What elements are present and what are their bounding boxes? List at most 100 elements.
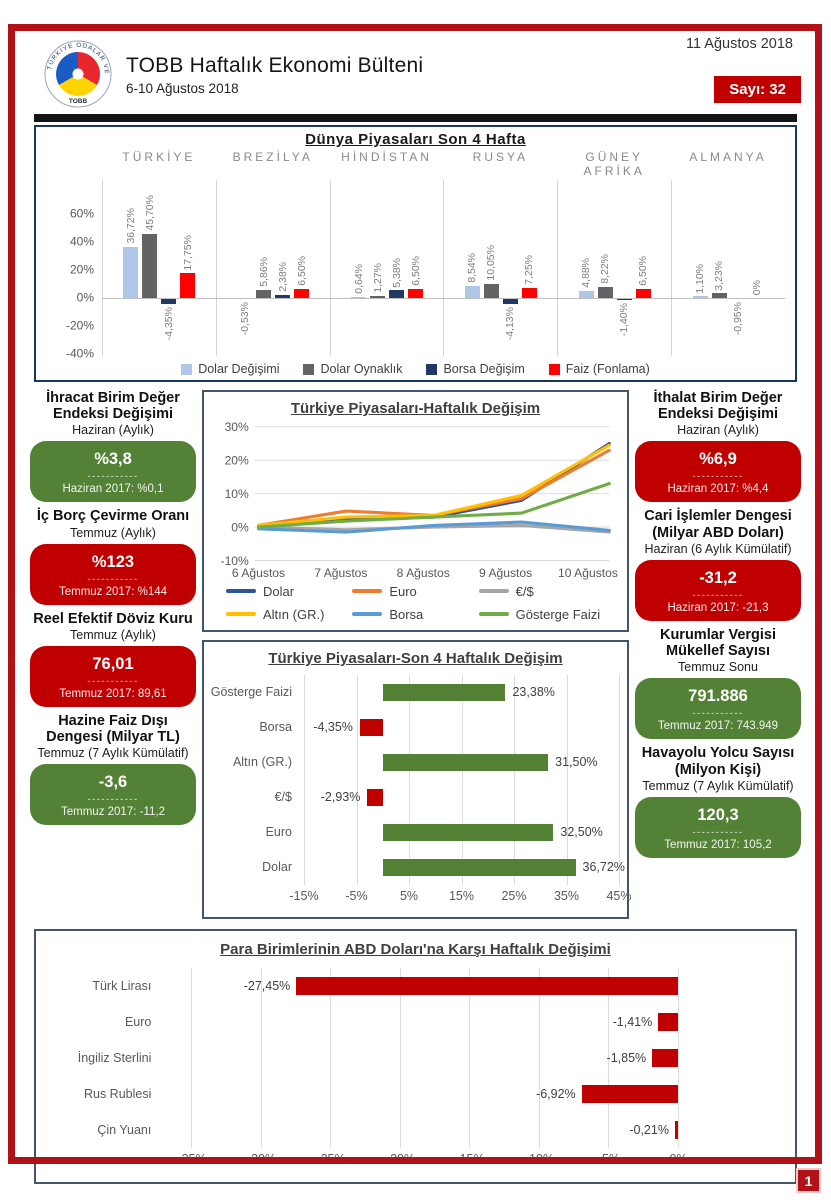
country-group: 4,88% 8,22% -1,40% 6,50% [557, 180, 671, 356]
bar [275, 294, 291, 298]
kpi-value: %6,9 [699, 450, 737, 469]
bar-slot: 2,38% [275, 180, 291, 356]
legend-item: Euro [352, 584, 478, 599]
kpi-divider: ----------- [692, 826, 744, 838]
kpi-subtitle: Temmuz (7 Aylık Kümülatif) [37, 746, 189, 761]
bar-slot: 4,88% [578, 180, 594, 356]
weekly-chart-title: Türkiye Piyasaları-Haftalık Değişim [290, 400, 541, 417]
page-subtitle: 6-10 Ağustos 2018 [126, 81, 239, 96]
legend-label: €/$ [515, 583, 534, 599]
country-label: HİNDİSTAN [341, 150, 432, 164]
bar-value-label: 0,64% [352, 264, 365, 295]
bar-slot: 45,70% [142, 180, 158, 356]
kpi-block: İç Borç Çevirme Oranı Temmuz (Aylık) %123 -… [30, 508, 196, 605]
bar-value-label: 5,86% [257, 257, 270, 287]
category-label: İngiliz Sterlini [77, 1050, 152, 1065]
kpi-value-box: %6,9 ----------- Haziran 2017: %4,4 [635, 441, 801, 503]
y-tick-label: -40% [65, 346, 94, 361]
bar-slot: -1,40% [616, 180, 632, 356]
bar [635, 288, 651, 298]
gridline [566, 674, 568, 885]
kpi-divider: ----------- [87, 794, 139, 806]
bar [180, 273, 196, 298]
page-content: 11 Ağustos 2018 TÜRKİYE ODALAR VE BORSAL… [24, 32, 807, 1184]
kpi-divider: ----------- [692, 708, 744, 720]
kpi-previous-value: Temmuz 2017: %144 [58, 585, 168, 598]
kpi-value-box: 791.886 ----------- Temmuz 2017: 743.949 [635, 678, 801, 740]
bar [142, 234, 158, 298]
page-title: TOBB Haftalık Ekonomi Bülteni [126, 54, 424, 77]
bar-slot: -0,53% [237, 180, 253, 356]
category-label: Euro [265, 825, 292, 840]
currency-chart-area: Türk Lirası Euro İngiliz Sterlini Rus Ruble… [48, 967, 783, 1148]
kpi-column-right: İthalat Birim Değer Endeksi Değişimi Hazi… [635, 390, 801, 919]
issue-badge: Sayı: 32 [714, 76, 801, 103]
bar-value-label: -6,92% [536, 1086, 576, 1101]
bar [296, 976, 678, 995]
gridline [619, 674, 620, 885]
kpi-subtitle: Temmuz (Aylık) [70, 525, 156, 540]
gridline [191, 967, 193, 1148]
category-label: Gösterge Faizi [210, 685, 292, 700]
x-tick-label: -15% [455, 1151, 485, 1166]
svg-text:20%: 20% [225, 454, 249, 468]
kpi-subtitle: Temmuz Sonu [678, 660, 758, 675]
gridline [409, 674, 410, 885]
middle-section: İhracat Birim Değer Endeksi Değişimi Hazi… [30, 390, 801, 919]
bar-value-label: 17,75% [181, 234, 194, 271]
kpi-subtitle: Haziran (Aylık) [72, 423, 154, 438]
publication-date: 11 Ağustos 2018 [686, 36, 793, 52]
country-label: GÜNEY AFRİKA [583, 150, 645, 178]
bar-slot: 8,22% [597, 180, 613, 356]
legend-label: Dolar Oynaklık [320, 362, 403, 376]
x-tick-label: 45% [606, 888, 632, 903]
gridline [469, 967, 471, 1148]
bar-slot: -4,35% [161, 180, 177, 356]
world-markets-section: Dünya Piyasaları Son 4 Hafta TÜRKİYE BREZ… [34, 114, 797, 382]
weekly-legend: Dolar Euro €/$ Altın (GR.) Borsa Gösterge Fai… [212, 582, 619, 624]
bar-value-label: 8,54% [466, 253, 479, 284]
legend-item: Borsa [352, 607, 478, 622]
x-tick-label: -10% [524, 1151, 555, 1166]
x-tick-label: 35% [553, 888, 580, 903]
bar-slot: 1,10% [692, 180, 708, 356]
kpi-previous-value: Haziran 2017: %4,4 [667, 483, 769, 496]
bar [464, 286, 480, 298]
x-tick-label: -35% [177, 1151, 207, 1166]
gridline [399, 967, 401, 1148]
bar-value-label: 10,05% [485, 245, 498, 281]
kpi-value: -31,2 [699, 568, 737, 587]
kpi-title: İç Borç Çevirme Oranı [36, 508, 190, 525]
kpi-value: 791.886 [688, 687, 748, 706]
legend-swatch [426, 363, 438, 375]
svg-text:10 Ağustos: 10 Ağustos [558, 566, 618, 580]
bar-slot: 17,75% [180, 180, 196, 356]
kpi-block: Cari İşlemler Dengesi (Milyar ABD Doları… [635, 508, 801, 621]
svg-text:7 Ağustos: 7 Ağustos [314, 566, 367, 580]
bar [674, 1120, 678, 1139]
legend-label: Borsa Değişim [443, 362, 525, 376]
kpi-block: İhracat Birim Değer Endeksi Değişimi Hazi… [30, 390, 196, 503]
bar [578, 291, 594, 298]
legend-label: Dolar [263, 583, 295, 599]
bar [367, 788, 383, 806]
kpi-block: Reel Efektif Döviz Kuru Temmuz (Aylık) 76,… [30, 611, 196, 707]
svg-text:-10%: -10% [221, 554, 250, 568]
zero-line [102, 298, 785, 299]
bar [382, 753, 549, 771]
bar-value-label: 23,38% [512, 685, 555, 700]
y-tick-label: -20% [65, 318, 94, 333]
bar [359, 718, 383, 736]
bar [389, 290, 405, 298]
x-tick-label: -20% [385, 1151, 416, 1166]
bar-value-label: 36,72% [582, 860, 625, 875]
bar-value-label: 0% [751, 279, 764, 295]
tobb-logo-graphic: TÜRKİYE ODALAR VE BORSALAR BİRLİĞİ TOBB [41, 35, 112, 108]
legend-label: Euro [389, 583, 417, 599]
svg-text:10%: 10% [225, 487, 249, 501]
currency-chart-title: Para Birimlerinin ABD Doları'na Karşı Ha… [220, 940, 611, 958]
country-group: 36,72% 45,70% -4,35% 17,75% [102, 180, 216, 356]
legend-item: Gösterge Faizi [478, 607, 605, 622]
bar-value-label: 3,23% [713, 260, 726, 291]
